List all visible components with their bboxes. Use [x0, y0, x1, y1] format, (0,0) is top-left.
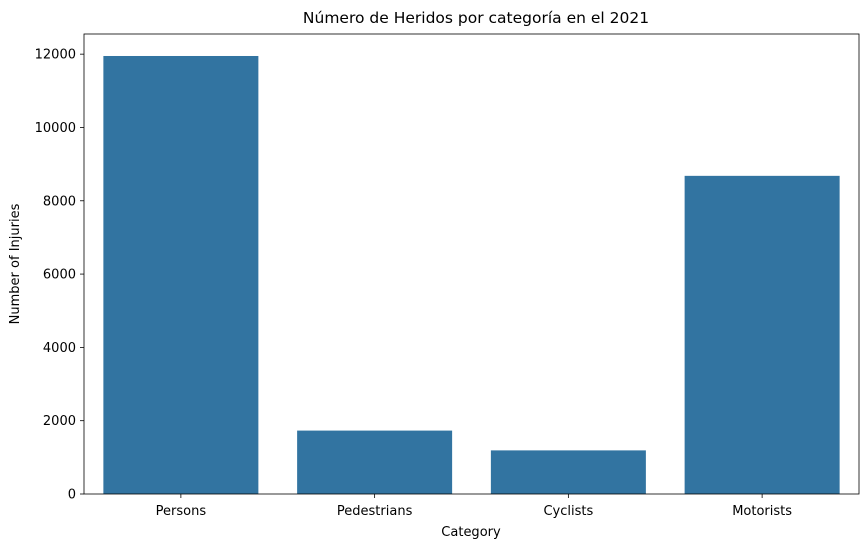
x-tick-label: Persons — [156, 504, 207, 519]
plot-frame — [83, 33, 860, 495]
y-tick-label: 0 — [68, 488, 76, 503]
y-axis-title: Number of Injuries — [8, 203, 23, 324]
y-tick-label: 4000 — [43, 341, 76, 356]
y-tick-label: 6000 — [43, 268, 76, 283]
y-tick-label: 12000 — [35, 48, 76, 63]
x-tick-label: Cyclists — [543, 504, 593, 519]
bar-motorists — [684, 175, 840, 494]
bar-pedestrians — [297, 430, 453, 494]
x-tick-label: Motorists — [732, 504, 792, 519]
x-tick-label: Pedestrians — [337, 504, 413, 519]
bar-cyclists — [490, 450, 646, 494]
x-axis-title: Category — [441, 525, 501, 540]
chart-title: Número de Heridos por categoría en el 20… — [303, 9, 649, 27]
y-tick-label: 10000 — [35, 121, 76, 136]
y-tick-label: 2000 — [43, 414, 76, 429]
bar-persons — [103, 55, 259, 494]
axes-layer: Persons Pedestrians Cyclists Motorists 0 2000… — [35, 33, 860, 519]
bars-layer — [103, 55, 840, 494]
y-tick-label: 8000 — [43, 194, 76, 209]
